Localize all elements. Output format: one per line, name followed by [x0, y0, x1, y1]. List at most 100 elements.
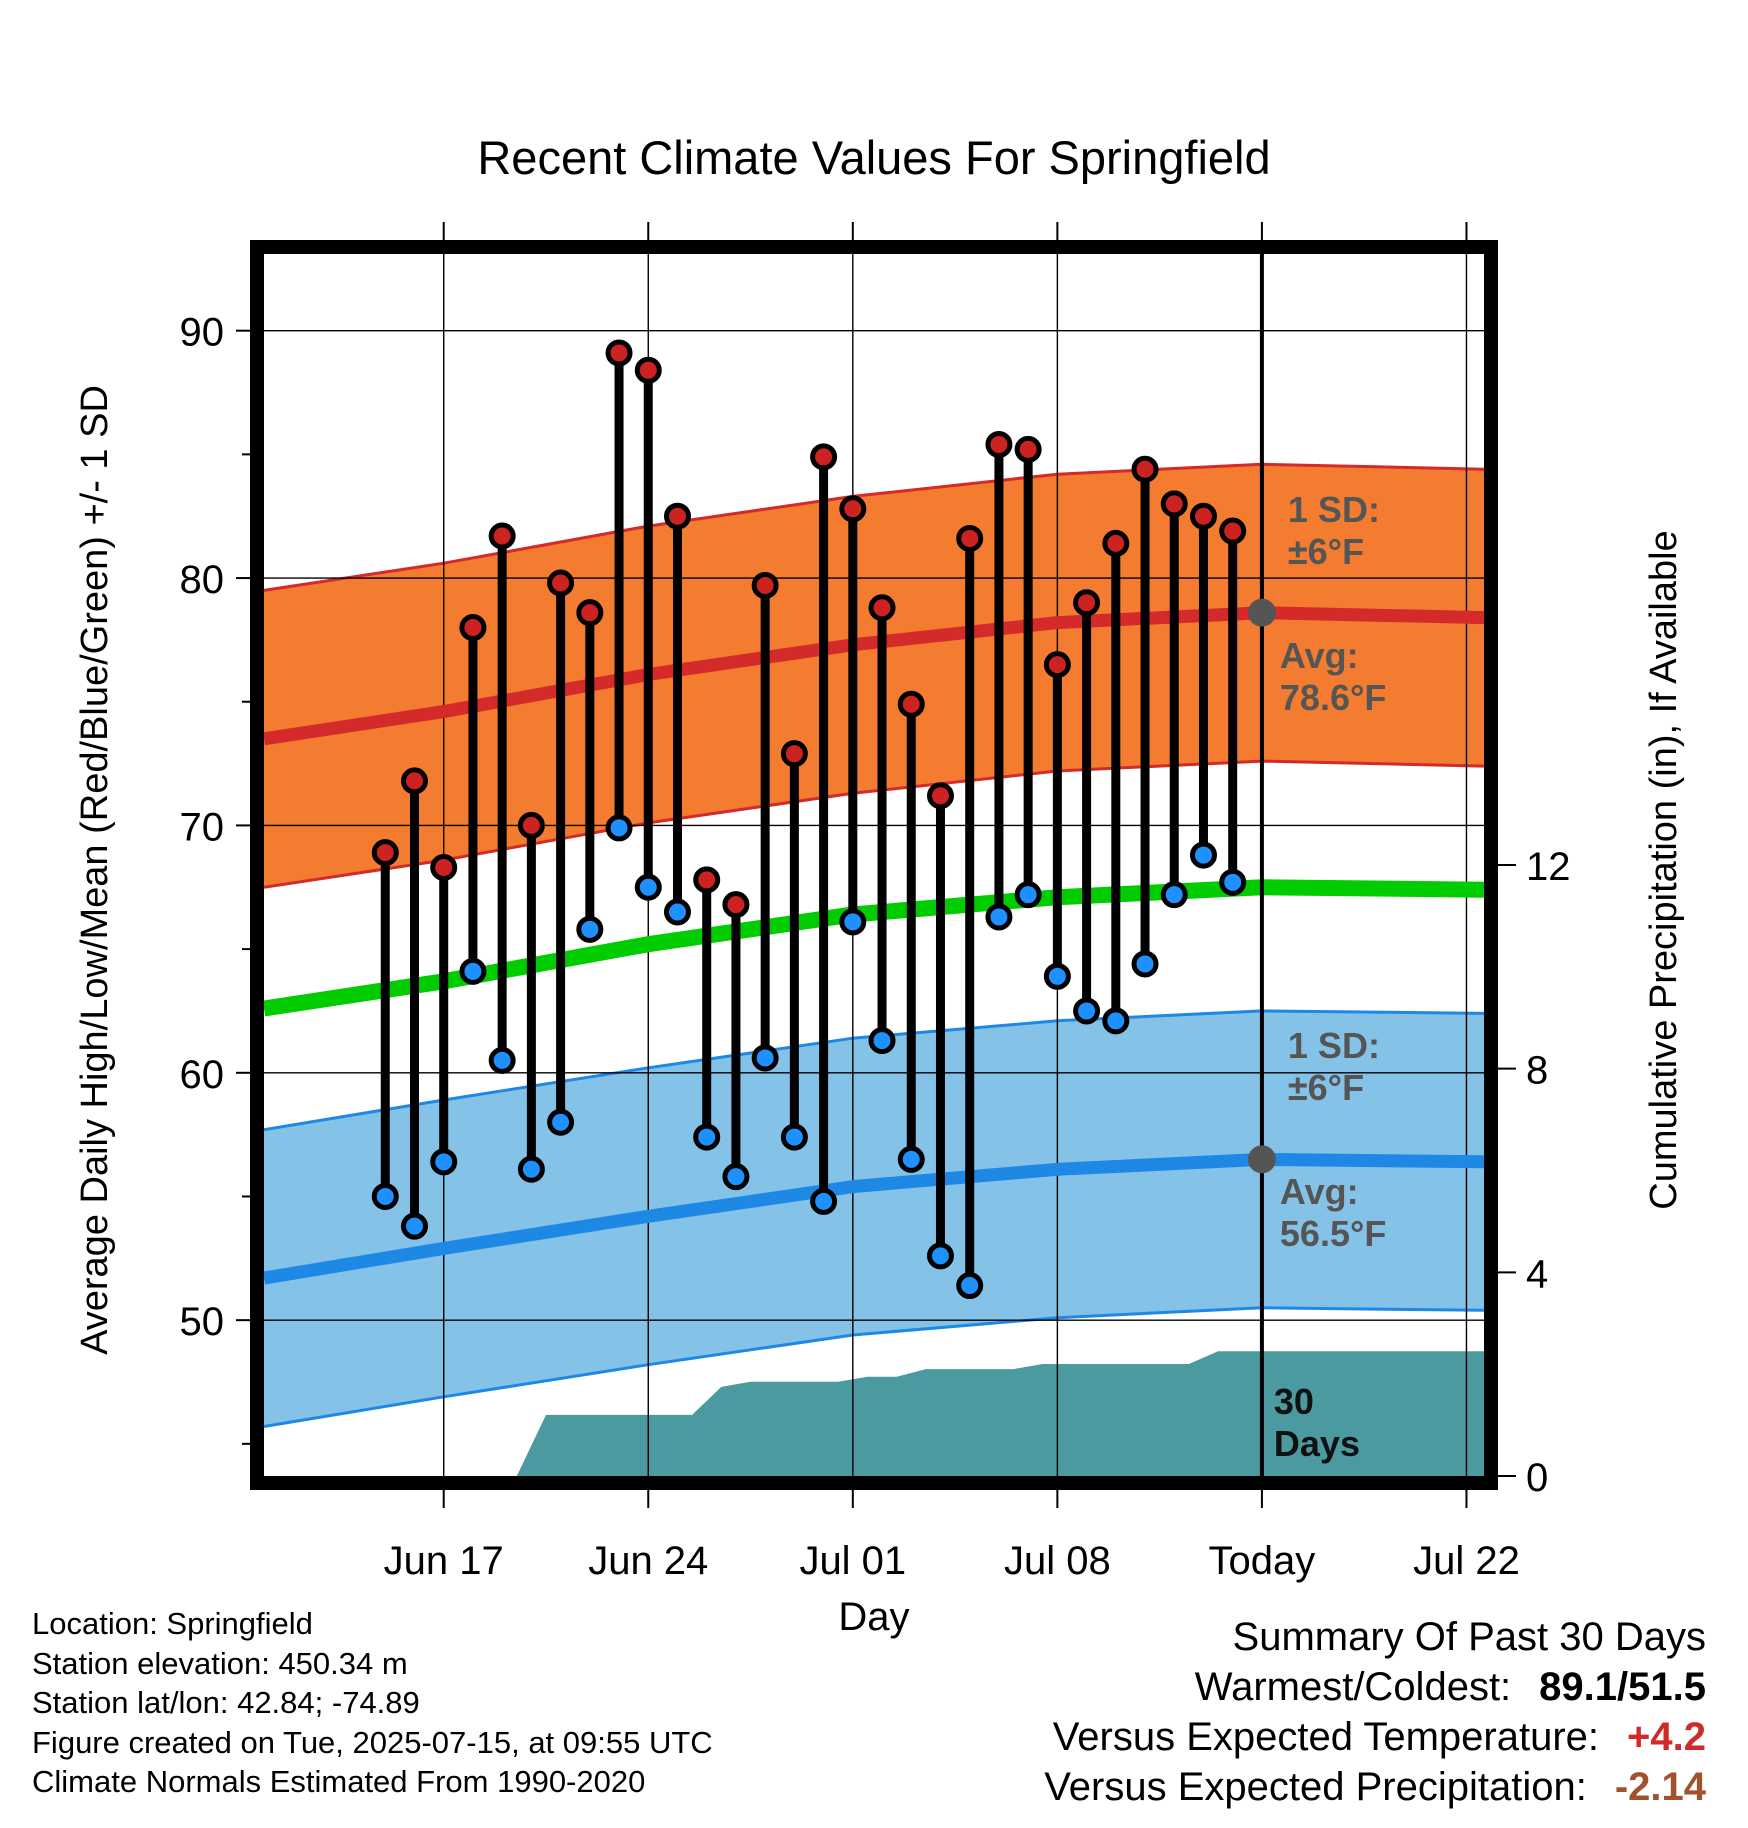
daily-high-point — [605, 339, 633, 367]
daily-low-point — [1160, 881, 1188, 909]
x-tick-label: Today — [1209, 1539, 1316, 1583]
daily-high-point — [1014, 435, 1042, 463]
high-sd-band — [264, 464, 1484, 888]
y-axis-right-label: Cumulative Precipitation (in), If Availa… — [1643, 530, 1685, 1209]
y-tick-label: 80 — [180, 558, 225, 602]
today-high-avg-marker — [1247, 598, 1276, 627]
daily-high-point — [722, 891, 750, 919]
daily-high-point — [1073, 589, 1101, 617]
y-right-tick-label: 8 — [1526, 1049, 1548, 1093]
daily-high-point — [517, 811, 545, 839]
daily-high-point — [956, 524, 984, 552]
daily-high-point — [400, 767, 428, 795]
daily-high-point — [430, 853, 458, 881]
precip-days-label: Days — [1274, 1423, 1360, 1464]
daily-low-point — [868, 1027, 896, 1055]
daily-low-point — [663, 898, 691, 926]
daily-low-point — [371, 1182, 399, 1210]
daily-high-point — [897, 690, 925, 718]
daily-high-point — [1160, 490, 1188, 518]
elevation-text: Station elevation: 450.34 m — [32, 1645, 408, 1681]
daily-low-point — [780, 1123, 808, 1151]
daily-low-point — [488, 1046, 516, 1074]
high-sd-label: 1 SD: — [1288, 489, 1380, 530]
daily-low-point — [1219, 868, 1247, 896]
created-text: Figure created on Tue, 2025-07-15, at 09… — [32, 1724, 713, 1760]
low-sd-label: 1 SD: — [1288, 1025, 1380, 1066]
daily-high-point — [1219, 517, 1247, 545]
x-axis-label: Day — [838, 1595, 909, 1639]
daily-high-point — [810, 443, 838, 471]
low-avg-value: 56.5°F — [1280, 1213, 1386, 1254]
x-tick-label: Jun 17 — [384, 1539, 504, 1583]
daily-low-point — [1043, 962, 1071, 990]
daily-high-point — [459, 614, 487, 642]
daily-low-point — [1102, 1007, 1130, 1035]
plot-frame — [250, 240, 1498, 1490]
temp-label: Versus Expected Temperature: — [1052, 1715, 1600, 1759]
y-right-tick-label: 4 — [1526, 1252, 1548, 1296]
daily-low-point — [1014, 881, 1042, 909]
daily-high-point — [1043, 651, 1071, 679]
daily-low-point — [722, 1163, 750, 1191]
daily-low-point — [839, 908, 867, 936]
location-text: Location: Springfield — [32, 1606, 313, 1641]
y-tick-label: 50 — [180, 1300, 225, 1344]
high-sd-value: ±6°F — [1288, 531, 1364, 572]
precip-area — [264, 1351, 1484, 1476]
daily-low-point — [985, 903, 1013, 931]
y-tick-label: 70 — [180, 805, 225, 849]
daily-high-point — [1131, 455, 1159, 483]
y-right-tick-label: 12 — [1526, 845, 1571, 889]
daily-high-point — [780, 740, 808, 768]
daily-high-point — [1102, 529, 1130, 557]
summary-panel: Summary Of Past 30 Days Warmest/Coldest:… — [1044, 1612, 1706, 1812]
daily-low-point — [897, 1145, 925, 1173]
x-tick-label: Jul 01 — [799, 1539, 906, 1583]
daily-low-point — [1189, 841, 1217, 869]
daily-low-point — [634, 873, 662, 901]
precip-label: Versus Expected Precipitation: — [1044, 1765, 1587, 1809]
daily-high-point — [985, 430, 1013, 458]
summary-title: Summary Of Past 30 Days — [1232, 1615, 1706, 1659]
daily-high-point — [751, 571, 779, 599]
daily-high-point — [371, 839, 399, 867]
daily-high-point — [576, 599, 604, 627]
summary-precip-row: Versus Expected Precipitation: -2.14 — [1044, 1762, 1706, 1812]
y-tick-label: 90 — [180, 311, 225, 355]
warmest-label: Warmest/Coldest: — [1194, 1665, 1512, 1709]
daily-low-point — [430, 1148, 458, 1176]
chart-title: Recent Climate Values For Springfield — [477, 131, 1270, 184]
precip-value: -2.14 — [1614, 1765, 1706, 1809]
daily-high-point — [547, 569, 575, 597]
daily-high-point — [488, 522, 516, 550]
daily-low-point — [956, 1272, 984, 1300]
daily-low-point — [926, 1242, 954, 1270]
low-sd-value: ±6°F — [1288, 1067, 1364, 1108]
normals-text: Climate Normals Estimated From 1990-2020 — [32, 1764, 646, 1799]
station-info: Location: Springfield Station elevation:… — [32, 1604, 713, 1802]
y-tick-label: 60 — [180, 1053, 225, 1097]
high-avg-value: 78.6°F — [1280, 677, 1386, 718]
daily-low-point — [576, 915, 604, 943]
summary-temp-row: Versus Expected Temperature: +4.2 — [1044, 1712, 1706, 1762]
y-right-tick-label: 0 — [1526, 1456, 1548, 1500]
daily-low-point — [1073, 997, 1101, 1025]
daily-high-point — [663, 502, 691, 530]
daily-high-point — [634, 356, 662, 384]
latlon-text: Station lat/lon: 42.84; -74.89 — [32, 1685, 420, 1720]
high-avg-label: Avg: — [1280, 635, 1359, 676]
daily-high-point — [839, 495, 867, 523]
daily-high-point — [926, 782, 954, 810]
daily-low-point — [605, 814, 633, 842]
daily-high-point — [693, 866, 721, 894]
today-low-avg-marker — [1247, 1145, 1276, 1174]
warmest-value: 89.1/51.5 — [1539, 1665, 1706, 1709]
daily-low-point — [400, 1212, 428, 1240]
summary-warmest-row: Warmest/Coldest: 89.1/51.5 — [1044, 1662, 1706, 1712]
daily-low-point — [517, 1155, 545, 1183]
daily-high-point — [1189, 502, 1217, 530]
daily-low-point — [459, 957, 487, 985]
temp-value: +4.2 — [1627, 1715, 1706, 1759]
